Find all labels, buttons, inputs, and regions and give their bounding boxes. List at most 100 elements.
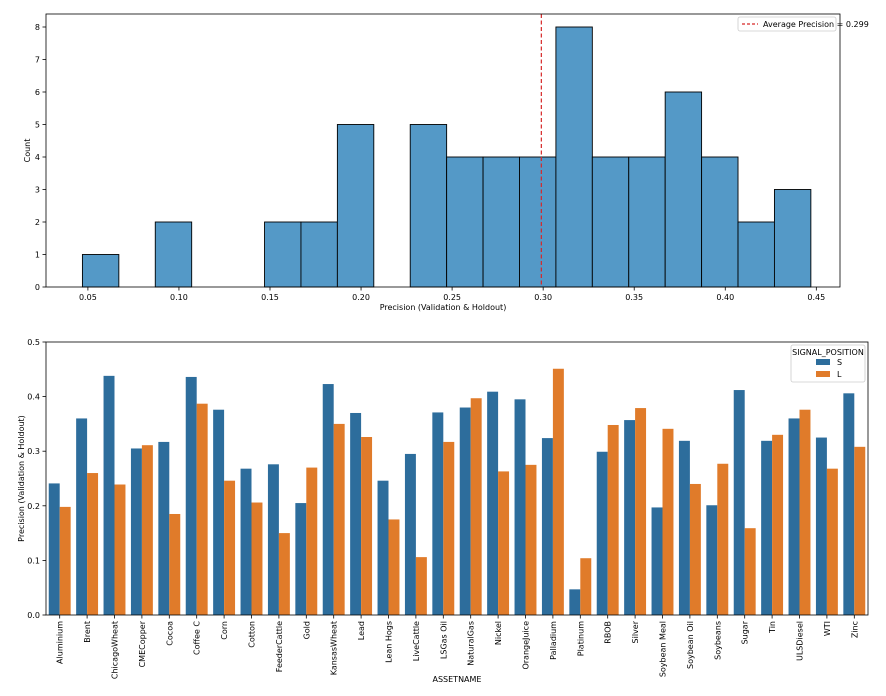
grouped-axes-frame <box>45 341 869 616</box>
bar-l-14 <box>443 441 455 615</box>
histogram-y-tick-label: 6 <box>35 88 40 97</box>
histogram-y-tick-label: 7 <box>35 56 40 65</box>
bar-l-27 <box>799 409 811 615</box>
bar-l-0 <box>59 506 71 615</box>
histogram-x-tick-label: 0.35 <box>625 293 643 302</box>
grouped-y-tick-label: 0.4 <box>27 393 40 402</box>
bar-l-9 <box>306 467 318 615</box>
grouped-x-tick-label: NaturalGas <box>467 621 476 666</box>
histogram-axes-frame <box>45 13 841 288</box>
grouped-x-tick-label: Brent <box>83 621 92 643</box>
histogram-y-tick-label: 2 <box>35 218 40 227</box>
legend-label-l: L <box>837 370 842 379</box>
histogram-bar-8 <box>519 156 557 288</box>
bar-l-22 <box>662 428 674 615</box>
histogram-bar-14 <box>737 221 775 288</box>
bar-l-12 <box>388 519 400 615</box>
grouped-y-tick-label: 0.1 <box>27 556 40 565</box>
grouped-x-tick-label: Soybean Oil <box>686 621 695 669</box>
grouped-x-tick-label: Nickel <box>494 621 503 645</box>
bar-l-2 <box>114 484 126 615</box>
grouped-bars <box>48 368 866 615</box>
bar-l-3 <box>141 445 153 615</box>
histogram-bar-3 <box>300 221 338 288</box>
bar-l-11 <box>361 437 373 615</box>
bar-s-21 <box>624 420 636 615</box>
histogram-chart: 0.05 0.10 0.15 0.20 0.25 0.30 0.35 0.40 0.45 0 1 2… <box>23 13 869 312</box>
histogram-y-tick-label: 8 <box>35 23 40 32</box>
histogram-x-tick-label: 0.30 <box>534 293 552 302</box>
grouped-x-tick-label: FeederCattle <box>275 621 284 672</box>
histogram-y-axis-label: Count <box>23 139 32 163</box>
bar-l-21 <box>635 408 647 615</box>
histogram-x-axis-label: Precision (Validation & Holdout) <box>380 303 507 312</box>
bar-l-28 <box>826 468 838 615</box>
bar-s-27 <box>788 418 800 615</box>
grouped-x-tick-label: LiveCattle <box>412 621 421 661</box>
grouped-x-tick-label: RBOB <box>604 621 613 644</box>
histogram-bar-10 <box>591 156 630 288</box>
grouped-x-tick-label: Tin <box>768 621 777 634</box>
bar-l-24 <box>717 463 729 615</box>
bar-l-23 <box>689 483 701 615</box>
histogram-bar-2 <box>264 221 302 288</box>
bar-s-1 <box>76 418 88 615</box>
bar-s-16 <box>487 391 499 615</box>
bar-l-10 <box>333 423 345 615</box>
bar-l-4 <box>169 513 181 615</box>
grouped-y-tick-label: 0.3 <box>27 447 40 456</box>
bar-s-6 <box>213 409 225 615</box>
bar-s-22 <box>651 507 663 615</box>
bar-l-26 <box>772 434 784 615</box>
grouped-y-axis-label: Precision (Validation & Holdout) <box>17 415 26 542</box>
histogram-bar-7 <box>482 156 520 288</box>
bar-s-19 <box>569 589 581 615</box>
bar-s-25 <box>733 390 745 615</box>
grouped-x-tick-label: Palladium <box>549 621 558 660</box>
histogram-legend-label: Average Precision = 0.299 <box>763 20 869 29</box>
bar-l-13 <box>415 557 427 615</box>
histogram-x-tick-label: 0.25 <box>443 293 461 302</box>
grouped-x-tick-label: LSGas Oil <box>439 621 448 659</box>
grouped-x-tick-label: WTI <box>823 621 832 636</box>
grouped-x-tick-label: Soybean Meal <box>659 621 668 677</box>
histogram-bar-0 <box>81 254 120 288</box>
bar-s-10 <box>322 384 334 615</box>
grouped-x-tick-label: Zinc <box>850 621 859 638</box>
bar-s-17 <box>514 399 526 615</box>
bar-l-18 <box>552 368 564 615</box>
histogram-y-tick-label: 1 <box>35 251 40 260</box>
bar-s-5 <box>185 376 197 615</box>
grouped-x-tick-label: OrangeJuice <box>522 621 531 670</box>
histogram-bar-4 <box>336 124 375 288</box>
legend-swatch-l <box>816 371 830 377</box>
grouped-legend-title: SIGNAL_POSITION <box>792 348 864 357</box>
bar-s-18 <box>541 438 553 615</box>
grouped-x-tick-label: Silver <box>631 620 640 643</box>
grouped-y-tick-label: 0.0 <box>27 611 40 620</box>
histogram-x-tick-label: 0.10 <box>170 293 188 302</box>
grouped-x-tick-label: ULSDiesel <box>796 621 805 661</box>
bar-s-28 <box>815 437 827 615</box>
grouped-bar-chart: Aluminium Brent ChicagoWheat CMECopper Cocoa… <box>17 338 869 684</box>
histogram-bar-12 <box>664 91 703 288</box>
bar-l-16 <box>498 471 510 615</box>
grouped-x-tick-label: Cotton <box>248 621 257 648</box>
grouped-x-tick-label: Cocoa <box>165 621 174 646</box>
histogram-bar-1 <box>154 221 193 288</box>
bar-s-13 <box>404 453 416 615</box>
histogram-legend-box <box>737 16 837 32</box>
grouped-x-tick-label: Gold <box>302 621 311 639</box>
bar-l-1 <box>87 473 99 615</box>
bar-l-17 <box>525 464 537 615</box>
histogram-x-ticks: 0.05 0.10 0.15 0.20 0.25 0.30 0.35 0.40 0.45 <box>79 287 825 302</box>
histogram-legend: Average Precision = 0.299 <box>737 16 869 32</box>
grouped-x-tick-label: Aluminium <box>56 621 65 664</box>
grouped-x-tick-label: CMECopper <box>138 620 147 667</box>
histogram-bar-15 <box>773 189 812 288</box>
grouped-x-tick-label: Coffee C <box>193 621 202 655</box>
bar-s-7 <box>240 468 252 615</box>
grouped-x-tick-label: ChicagoWheat <box>111 621 120 679</box>
histogram-x-tick-label: 0.45 <box>807 293 825 302</box>
